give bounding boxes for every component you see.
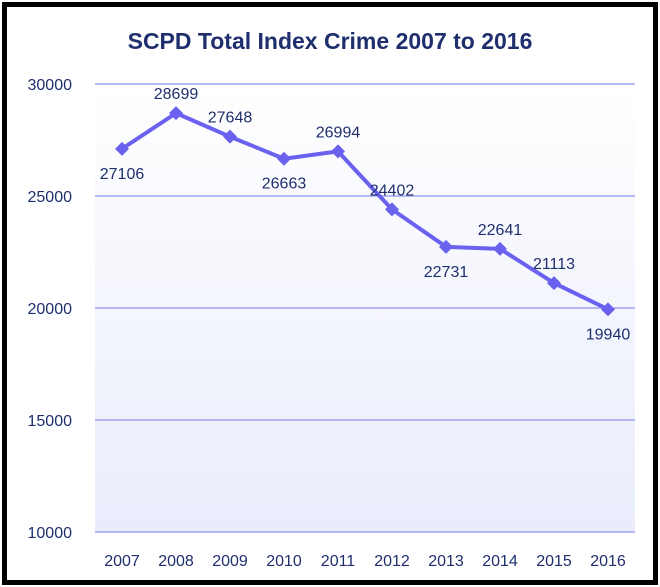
x-tick-label: 2009 <box>212 553 248 570</box>
data-point-marker <box>277 151 291 166</box>
data-label: 22731 <box>424 264 469 281</box>
y-tick-label: 15000 <box>28 413 73 430</box>
x-tick-label: 2013 <box>428 553 464 570</box>
y-tick-label: 25000 <box>28 189 73 206</box>
series-line-path <box>120 111 609 312</box>
x-tick-label: 2016 <box>590 553 626 570</box>
x-tick-label: 2008 <box>158 553 194 570</box>
data-label: 26663 <box>262 176 307 193</box>
x-tick-label: 2011 <box>321 553 356 570</box>
x-tick-label: 2007 <box>104 553 140 570</box>
data-label: 24402 <box>370 182 415 199</box>
data-label: 28699 <box>154 86 199 103</box>
data-label: 22641 <box>478 222 523 239</box>
data-label: 27648 <box>208 110 253 127</box>
y-tick-label: 10000 <box>28 525 73 542</box>
data-points <box>115 106 615 317</box>
series-line <box>120 111 609 312</box>
chart-title: SCPD Total Index Crime 2007 to 2016 <box>127 28 533 54</box>
data-point-marker <box>331 144 345 159</box>
x-tick-label: 2014 <box>482 553 518 570</box>
y-tick-label: 20000 <box>28 301 73 318</box>
x-tick-label: 2010 <box>266 553 302 570</box>
data-point-marker <box>385 202 399 217</box>
x-tick-label: 2015 <box>536 553 572 570</box>
data-point-marker <box>223 129 237 144</box>
gridlines <box>95 83 635 533</box>
x-axis-ticks: 2007 2008 2009 2010 2011 2012 2013 2014 2015 2016 <box>104 553 626 570</box>
x-tick-label: 2012 <box>374 553 410 570</box>
data-point-marker <box>601 302 615 317</box>
y-tick-label: 30000 <box>28 77 73 94</box>
data-point-marker <box>439 239 453 254</box>
data-label: 26994 <box>316 124 361 141</box>
data-point-marker <box>169 106 183 121</box>
data-label: 21113 <box>533 256 575 273</box>
data-label: 19940 <box>586 326 631 343</box>
data-labels: 27106 28699 27648 26663 26994 24402 22731 22641… <box>100 86 631 343</box>
data-point-marker <box>547 276 561 291</box>
y-axis-ticks: 10000 15000 20000 25000 30000 <box>28 77 73 542</box>
data-label: 27106 <box>100 166 145 183</box>
data-point-marker <box>493 241 507 256</box>
data-point-marker <box>115 141 129 156</box>
